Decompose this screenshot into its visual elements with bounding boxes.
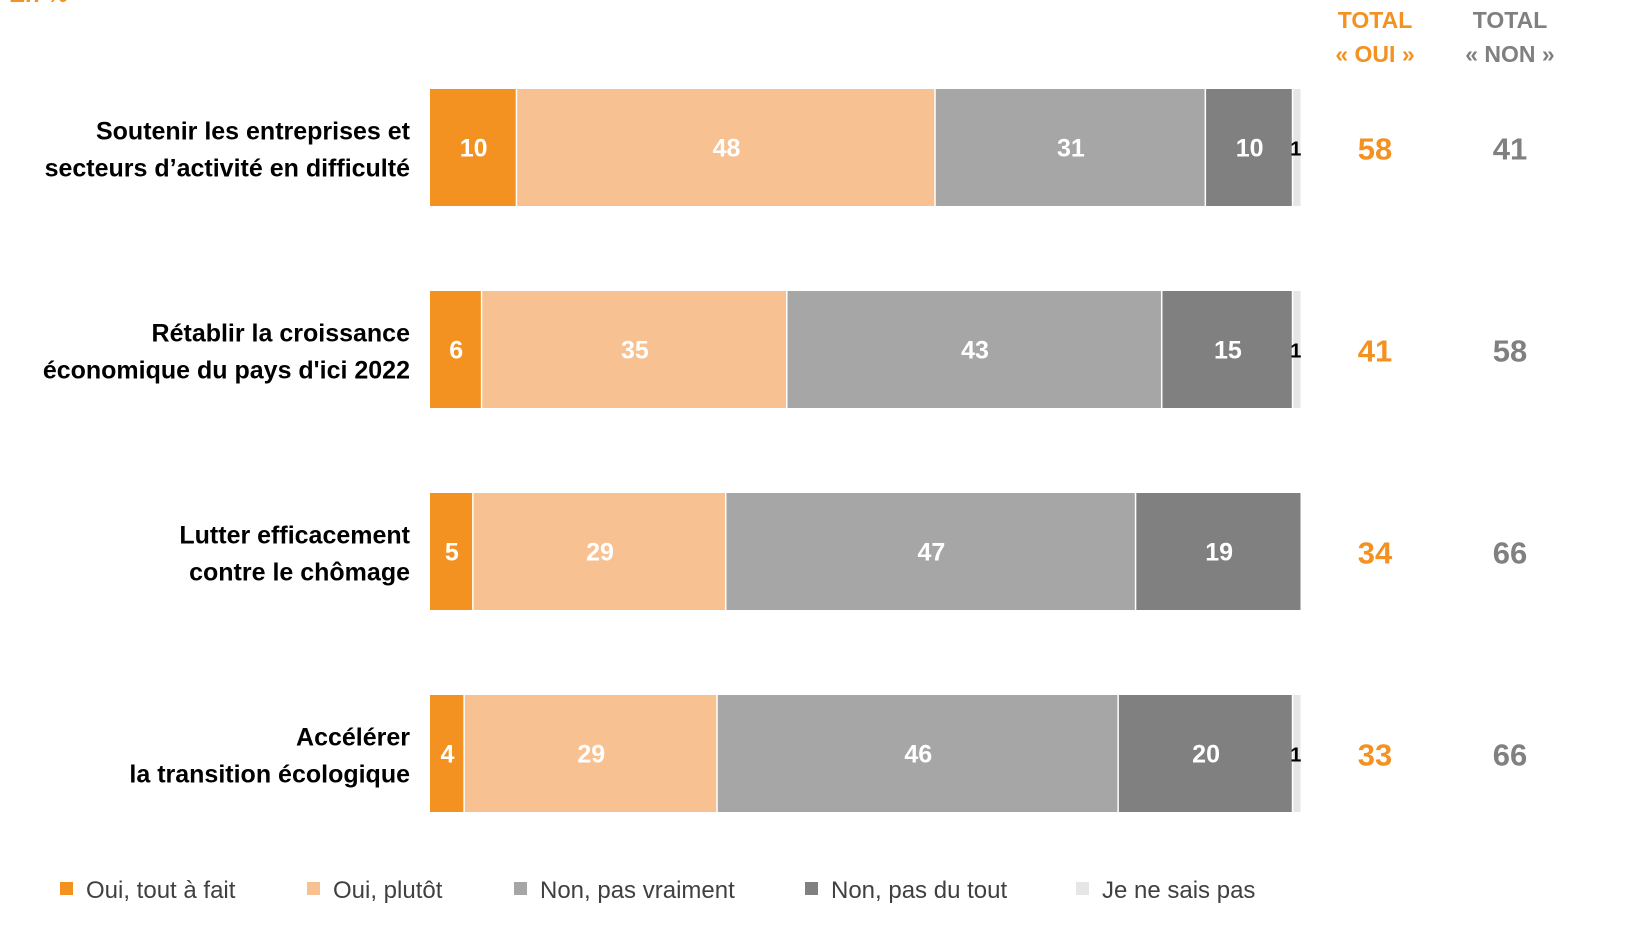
bar-segment — [935, 89, 1205, 206]
bar-segment — [1118, 695, 1292, 812]
total-non-value: 66 — [1493, 738, 1527, 773]
bar-segment — [430, 89, 516, 206]
dont-know-value-label: 1 — [1290, 139, 1301, 161]
bar-segment — [726, 493, 1135, 610]
bar-segment — [1136, 493, 1301, 610]
segment-value-label: 6 — [449, 337, 463, 365]
segment-value-label: 5 — [445, 539, 459, 567]
legend-label: Non, pas vraiment — [540, 877, 735, 904]
category-label: secteurs d’activité en difficulté — [45, 155, 410, 183]
legend-swatch — [514, 882, 527, 895]
dont-know-value-label: 1 — [1290, 341, 1301, 363]
legend-swatch — [805, 882, 818, 895]
bar-segment — [482, 291, 787, 408]
total-non-header: TOTAL — [1473, 7, 1548, 33]
legend-swatch — [60, 882, 73, 895]
total-non-value: 41 — [1493, 132, 1527, 167]
bar-segment — [430, 493, 473, 610]
legend-swatch — [307, 882, 320, 895]
total-oui-value: 34 — [1358, 536, 1393, 571]
bar-segment — [1293, 291, 1301, 408]
segment-value-label: 43 — [961, 337, 989, 365]
segment-value-label: 10 — [1236, 135, 1264, 163]
category-labels: Soutenir les entreprises et secteurs d’ac… — [43, 118, 411, 789]
segment-value-label: 46 — [904, 741, 932, 769]
bar-segment — [430, 291, 481, 408]
total-non-value: 58 — [1493, 334, 1527, 369]
segment-value-label: 47 — [917, 539, 945, 567]
bar-segment — [1293, 695, 1301, 812]
total-oui-header: TOTAL — [1338, 7, 1413, 33]
segment-value-label: 48 — [713, 135, 741, 163]
segment-value-label: 15 — [1214, 337, 1242, 365]
bar-segment — [1162, 291, 1292, 408]
category-label: la transition écologique — [129, 761, 410, 789]
total-oui-value: 58 — [1358, 132, 1392, 167]
total-non-header: « NON » — [1465, 41, 1554, 67]
bar-segment — [517, 89, 935, 206]
total-oui-header: « OUI » — [1335, 41, 1414, 67]
legend-label: Non, pas du tout — [831, 877, 1007, 904]
total-oui-value: 41 — [1358, 334, 1392, 369]
segment-value-label: 35 — [621, 337, 649, 365]
total-oui-value: 33 — [1358, 738, 1392, 773]
unit-note: En % — [10, 0, 69, 8]
dont-know-value-label: 1 — [1290, 745, 1301, 767]
segment-value-label: 19 — [1205, 539, 1233, 567]
total-non-value: 66 — [1493, 536, 1527, 571]
segment-value-label: 20 — [1192, 741, 1220, 769]
segment-value-label: 10 — [460, 135, 488, 163]
bar-segment — [717, 695, 1118, 812]
bar-segment — [430, 695, 464, 812]
legend-label: Oui, tout à fait — [86, 877, 236, 904]
totals-columns: TOTAL « OUI » TOTAL « NON » 58 41 41 58 34 66 33 66 — [1335, 7, 1554, 773]
category-label: contre le chômage — [189, 559, 410, 587]
bar-segment — [464, 695, 717, 812]
segment-value-label: 29 — [586, 539, 614, 567]
legend-label: Je ne sais pas — [1102, 877, 1255, 904]
category-label: Lutter efficacement — [179, 522, 410, 550]
category-label: Rétablir la croissance — [152, 320, 411, 348]
legend-label: Oui, plutôt — [333, 877, 443, 904]
bars-group: 10 48 31 10 16 35 43 15 15 29 47 194 29 46 20 1 — [430, 89, 1301, 812]
segment-value-label: 29 — [577, 741, 605, 769]
legend-swatch — [1076, 882, 1089, 895]
legend: Oui, tout à fait Oui, plutôt Non, pas vrai… — [60, 877, 1255, 904]
category-label: économique du pays d'ici 2022 — [43, 357, 410, 385]
bar-segment — [787, 291, 1161, 408]
bar-segment — [1206, 89, 1292, 206]
bar-segment — [473, 493, 725, 610]
segment-value-label: 31 — [1057, 135, 1085, 163]
segment-value-label: 4 — [440, 741, 454, 769]
category-label: Accélérer — [296, 724, 410, 752]
category-label: Soutenir les entreprises et — [96, 118, 411, 146]
bar-segment — [1293, 89, 1301, 206]
